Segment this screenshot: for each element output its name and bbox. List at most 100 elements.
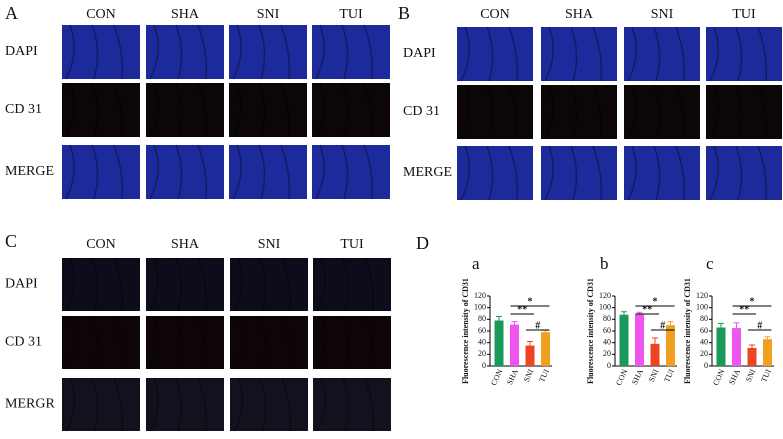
y-tick-label: 40: [603, 337, 611, 346]
x-tick-label: TUI: [662, 368, 676, 384]
significance-mark: #: [660, 320, 665, 331]
significance-mark: *: [528, 296, 533, 307]
bar: [747, 347, 757, 366]
micrograph: [146, 25, 224, 79]
tissue-line: [342, 315, 350, 370]
micrograph: [313, 378, 391, 431]
tissue-line: [757, 84, 768, 140]
tissue-line: [197, 377, 208, 432]
tissue-line: [316, 315, 326, 370]
tissue-line: [197, 144, 208, 200]
tissue-line: [460, 84, 470, 140]
tissue-line: [65, 82, 75, 138]
tissue-line: [316, 377, 326, 432]
micrograph: [230, 316, 308, 369]
micrograph: [457, 85, 533, 139]
tissue-line: [342, 257, 350, 312]
tissue-line: [486, 26, 494, 82]
significance-mark: **: [642, 304, 652, 315]
tissue-line: [149, 24, 159, 80]
tissue-line: [757, 145, 768, 201]
tissue-line: [709, 26, 719, 82]
tissue-line: [113, 24, 124, 80]
tissue-line: [232, 144, 242, 200]
tissue-line: [508, 84, 519, 140]
tissue-line: [653, 26, 661, 82]
x-tick-label: CON: [489, 368, 504, 387]
x-tick-label: SNI: [522, 368, 536, 384]
x-tick-label: SNI: [647, 368, 661, 384]
tissue-line: [281, 315, 292, 370]
column-header: CON: [86, 7, 116, 22]
y-tick-label: 120: [474, 291, 486, 300]
row-label: MERGE: [5, 164, 54, 179]
y-tick-label: 20: [478, 349, 486, 358]
micrograph: [62, 316, 140, 369]
column-header: TUI: [340, 237, 364, 252]
tissue-line: [175, 82, 183, 138]
micrograph: [229, 145, 307, 199]
tissue-line: [232, 24, 242, 80]
tissue-line: [653, 84, 661, 140]
micrograph: [457, 27, 533, 81]
x-tick-label: SHA: [630, 368, 645, 387]
tissue-line: [570, 26, 578, 82]
bar: [635, 314, 644, 366]
micrograph: [313, 316, 391, 369]
bar: [494, 320, 504, 366]
y-tick-label: 80: [478, 314, 486, 323]
micrograph: [624, 85, 700, 139]
micrograph: [230, 378, 308, 431]
tissue-line: [113, 315, 124, 370]
tissue-line: [113, 257, 124, 312]
tissue-line: [91, 24, 99, 80]
row-label: DAPI: [5, 44, 38, 59]
tissue-line: [757, 26, 768, 82]
tissue-line: [675, 26, 686, 82]
tissue-line: [364, 315, 375, 370]
tissue-line: [259, 257, 267, 312]
micrograph: [312, 25, 390, 79]
tissue-line: [280, 144, 291, 200]
y-tick-label: 100: [696, 302, 708, 311]
tissue-line: [65, 24, 75, 80]
column-header: SHA: [171, 7, 200, 22]
y-tick-label: 60: [700, 326, 708, 335]
tissue-line: [232, 82, 242, 138]
tissue-line: [113, 377, 124, 432]
tissue-line: [627, 26, 637, 82]
row-label: DAPI: [403, 46, 436, 61]
micrograph: [146, 378, 224, 431]
significance-mark: #: [535, 320, 540, 331]
tissue-line: [281, 377, 292, 432]
x-tick-label: SHA: [727, 368, 742, 387]
column-header: SHA: [171, 237, 200, 252]
tissue-line: [91, 82, 99, 138]
x-tick-label: CON: [614, 368, 629, 387]
micrograph: [229, 25, 307, 79]
tissue-line: [508, 145, 519, 201]
y-tick-label: 80: [700, 314, 708, 323]
tissue-line: [363, 144, 374, 200]
row-label: CD 31: [403, 104, 440, 119]
tissue-line: [363, 24, 374, 80]
significance-mark: *: [653, 296, 658, 307]
panel-label: C: [5, 231, 17, 251]
bar: [525, 345, 535, 366]
tissue-line: [149, 257, 159, 312]
chart-subtitle: c: [706, 254, 714, 273]
chart-subtitle: b: [600, 254, 609, 273]
tissue-line: [258, 24, 266, 80]
micrograph: [146, 258, 224, 311]
micrograph: [706, 85, 782, 139]
tissue-line: [364, 377, 375, 432]
significance-mark: **: [517, 304, 527, 315]
y-tick-label: 40: [478, 337, 486, 346]
tissue-line: [233, 377, 243, 432]
tissue-line: [363, 82, 374, 138]
bar: [510, 324, 519, 366]
tissue-line: [315, 24, 325, 80]
panel-label: A: [5, 3, 18, 23]
tissue-line: [592, 26, 603, 82]
